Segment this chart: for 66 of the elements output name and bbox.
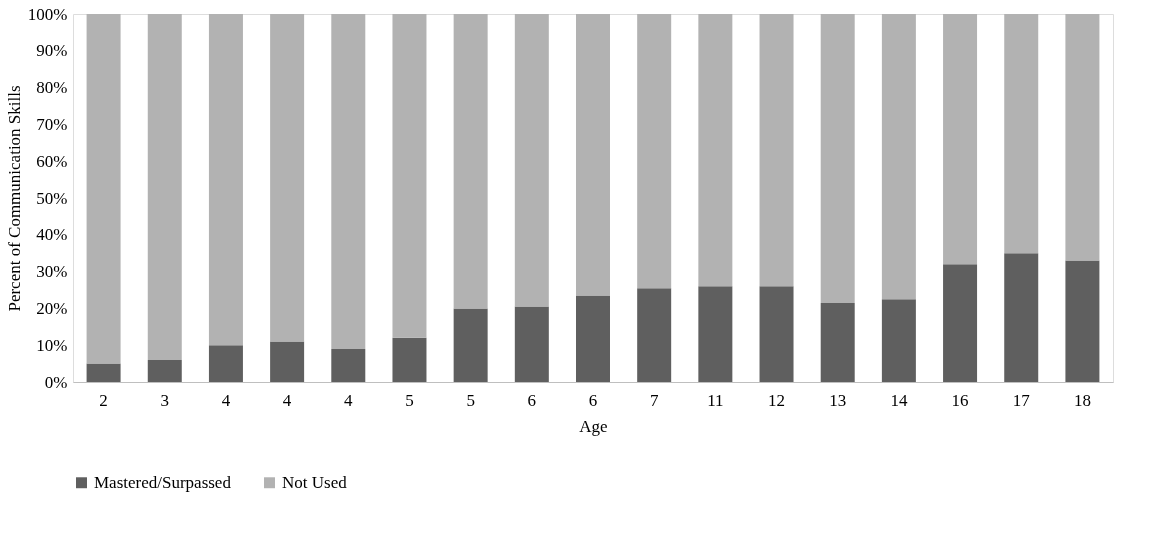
x-tick-label: 6 xyxy=(527,390,537,410)
x-tick-label: 4 xyxy=(344,390,354,410)
legend-label: Not Used xyxy=(282,472,348,492)
x-tick-label: 6 xyxy=(588,390,598,410)
bar xyxy=(208,14,243,346)
bar xyxy=(1004,253,1039,382)
y-tick-label: 0% xyxy=(44,372,68,392)
bar xyxy=(943,264,978,382)
x-tick-label: 5 xyxy=(405,390,414,410)
bar xyxy=(514,14,549,307)
bar xyxy=(208,345,243,382)
bar xyxy=(392,14,427,338)
y-tick-label: 80% xyxy=(36,78,68,98)
bar xyxy=(453,14,488,309)
x-tick-label: 4 xyxy=(282,390,292,410)
bar xyxy=(147,359,182,382)
bar xyxy=(881,14,916,300)
bar xyxy=(1065,14,1100,261)
bar xyxy=(1065,260,1100,382)
bar xyxy=(576,14,610,296)
y-tick-label: 50% xyxy=(36,188,68,208)
x-tick-label: 2 xyxy=(99,390,108,410)
bar xyxy=(576,295,610,382)
bar xyxy=(759,14,794,287)
bar xyxy=(698,286,733,382)
bar xyxy=(270,14,305,342)
x-tick-label: 18 xyxy=(1073,390,1091,410)
x-tick-label: 11 xyxy=(707,390,724,410)
bar xyxy=(820,14,855,303)
y-tick-label: 60% xyxy=(36,151,68,171)
bar xyxy=(147,14,182,360)
bar xyxy=(820,302,855,382)
y-tick-label: 20% xyxy=(36,298,68,318)
x-tick-label: 12 xyxy=(768,390,786,410)
y-tick-label: 10% xyxy=(36,335,68,355)
legend-label: Mastered/Surpassed xyxy=(94,472,232,492)
x-axis-title: Age xyxy=(579,416,608,436)
bar xyxy=(331,348,366,382)
bar xyxy=(86,14,121,364)
y-tick-label: 100% xyxy=(27,4,68,24)
bar xyxy=(453,308,488,382)
x-tick-label: 4 xyxy=(221,390,231,410)
x-tick-label: 16 xyxy=(951,390,969,410)
bar xyxy=(881,299,916,382)
bar xyxy=(392,337,427,382)
bar xyxy=(514,306,549,382)
bar xyxy=(1004,14,1039,254)
y-tick-label: 70% xyxy=(36,114,68,134)
x-tick-label: 13 xyxy=(829,390,847,410)
x-tick-label: 5 xyxy=(466,390,475,410)
bar xyxy=(698,14,733,287)
y-tick-label: 30% xyxy=(36,262,68,282)
x-tick-label: 14 xyxy=(890,390,908,410)
x-tick-label: 3 xyxy=(160,390,170,410)
bar xyxy=(270,341,305,382)
bar xyxy=(759,286,794,382)
bar xyxy=(331,14,366,349)
bar xyxy=(637,14,672,289)
y-tick-label: 40% xyxy=(36,225,68,245)
x-tick-label: 7 xyxy=(649,390,659,410)
y-tick-label: 90% xyxy=(36,41,68,61)
y-axis-title: Percent of Communication Skills xyxy=(4,85,24,312)
x-tick-label: 17 xyxy=(1012,390,1031,410)
bar xyxy=(637,288,672,382)
bar xyxy=(86,363,121,382)
bar xyxy=(943,14,978,265)
